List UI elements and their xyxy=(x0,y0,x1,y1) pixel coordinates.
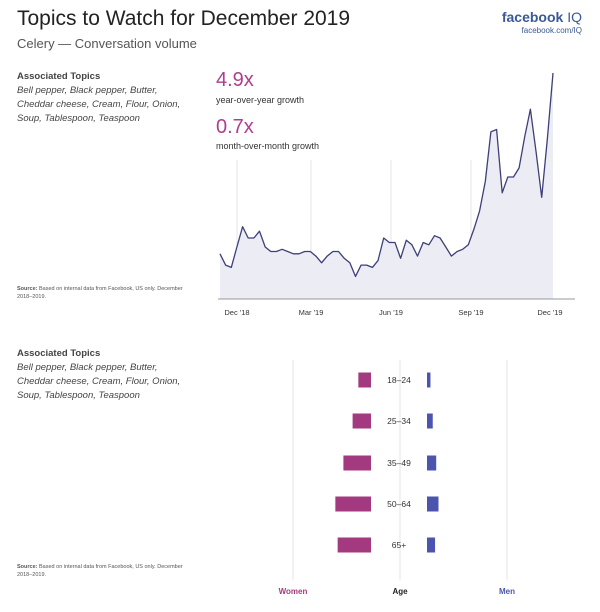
age-group-label: 50–64 xyxy=(387,499,411,509)
associated-topics-heading: Associated Topics xyxy=(17,348,101,359)
conversation-volume-chart: Dec '18 Mar '19 Jun '19 Sep '19 Dec '19 xyxy=(218,72,575,317)
brand-name: facebook xyxy=(501,9,564,25)
yoy-label: year-over-year growth xyxy=(216,95,305,105)
associated-topics-list: Bell pepper, Black pepper, Butter, Chedd… xyxy=(17,362,181,401)
x-tick-label: Mar '19 xyxy=(299,308,324,317)
source-label: Source: xyxy=(17,286,38,292)
source-text: Based on internal data from Facebook, US… xyxy=(17,286,183,300)
source-note-top: Source: Based on internal data from Face… xyxy=(17,285,192,301)
x-tick-label: Dec '18 xyxy=(224,308,249,317)
associated-topics-bottom: Associated Topics Bell pepper, Black pep… xyxy=(17,347,192,403)
conversation-volume-line xyxy=(219,72,554,278)
women-bar xyxy=(335,496,371,512)
mom-value: 0.7x xyxy=(216,116,254,138)
men-axis-label: Men xyxy=(499,587,515,596)
age-group-label: 65+ xyxy=(392,540,406,550)
women-axis-label: Women xyxy=(279,587,308,596)
yoy-value: 4.9x xyxy=(216,69,254,91)
age-group-label: 25–34 xyxy=(387,416,411,426)
age-gender-chart: 18–24 25–34 35–49 50–64 65+ Women Age Men xyxy=(279,360,515,596)
men-bar xyxy=(427,372,431,388)
men-bar xyxy=(427,537,436,553)
men-bar xyxy=(427,413,433,429)
men-bar xyxy=(427,455,437,471)
x-tick-label: Jun '19 xyxy=(379,308,403,317)
women-bar xyxy=(337,537,371,553)
source-note-bottom: Source: Based on internal data from Face… xyxy=(17,563,192,579)
women-bar xyxy=(358,372,371,388)
women-bar xyxy=(352,413,371,429)
associated-topics-heading: Associated Topics xyxy=(17,71,101,82)
conversation-volume-area xyxy=(220,73,553,299)
associated-topics-top: Associated Topics Bell pepper, Black pep… xyxy=(17,70,192,126)
x-tick-label: Dec '19 xyxy=(537,308,562,317)
bar-chart-bars: 18–24 25–34 35–49 50–64 65+ xyxy=(335,372,439,553)
brand-suffix: IQ xyxy=(567,9,582,25)
source-label: Source: xyxy=(17,564,38,570)
associated-topics-list: Bell pepper, Black pepper, Butter, Chedd… xyxy=(17,85,181,124)
brand-wordmark: facebook IQ xyxy=(502,9,582,25)
page-title: Topics to Watch for December 2019 xyxy=(17,7,351,30)
brand-url: facebook.com/IQ xyxy=(521,26,582,35)
women-bar xyxy=(343,455,371,471)
mom-label: month-over-month growth xyxy=(216,141,320,151)
age-group-label: 35–49 xyxy=(387,458,411,468)
x-axis-ticks: Dec '18 Mar '19 Jun '19 Sep '19 Dec '19 xyxy=(224,308,562,317)
age-axis-label: Age xyxy=(392,587,408,596)
men-bar xyxy=(427,496,439,512)
brand-logo: facebook IQ facebook.com/IQ xyxy=(502,9,582,35)
source-text: Based on internal data from Facebook, US… xyxy=(17,564,183,578)
bar-chart-grid xyxy=(292,360,508,580)
page-subtitle: Celery — Conversation volume xyxy=(17,36,197,51)
x-tick-label: Sep '19 xyxy=(458,308,483,317)
age-group-label: 18–24 xyxy=(387,375,411,385)
